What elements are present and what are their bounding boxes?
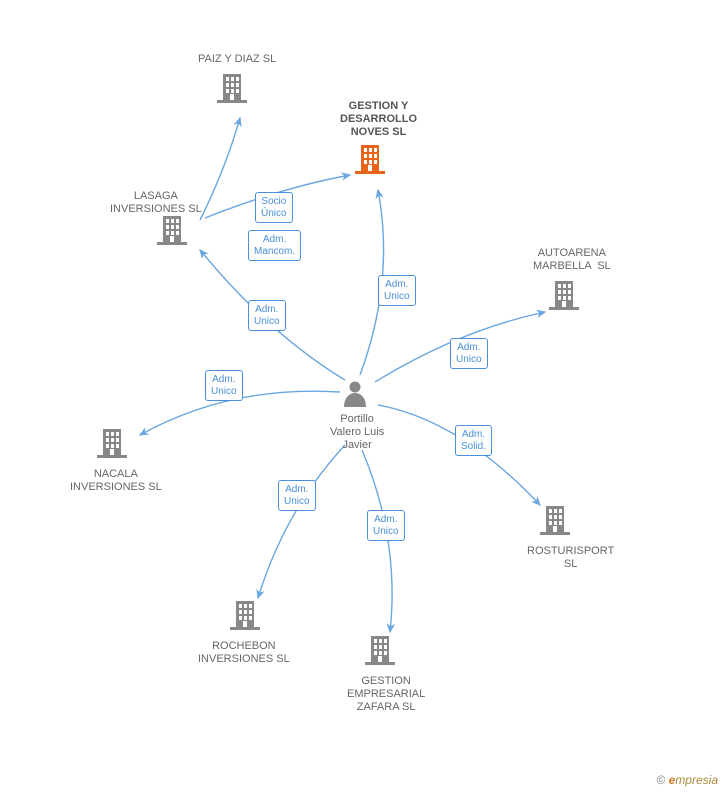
company-label: NACALA INVERSIONES SL [70,468,162,494]
edge-label: Adm. Unico [378,275,416,306]
company-label: AUTOARENA MARBELLA SL [533,247,611,273]
edge-label: Socio Único [255,192,293,223]
company-label: GESTION EMPRESARIAL ZAFARA SL [347,675,425,715]
edge-label: Adm. Solid. [455,425,492,456]
edge-label: Adm. Unico [367,510,405,541]
edge-label: Adm. Unico [248,300,286,331]
building-icon [97,429,127,458]
edge-label: Adm. Unico [450,338,488,369]
copyright-label: © empresia [656,773,718,787]
building-icon-highlight [355,145,385,174]
building-icon [549,281,579,310]
company-label: ROCHEBON INVERSIONES SL [198,640,290,666]
edge-path [362,450,392,632]
company-label: GESTION Y DESARROLLO NOVES SL [340,100,417,140]
company-label: LASAGA INVERSIONES SL [110,190,202,216]
company-label: ROSTURISPORT SL [527,545,614,571]
building-icon [230,601,260,630]
copyright-symbol: © [656,773,665,787]
building-icon [365,636,395,665]
edge-path [200,118,240,220]
building-icon [540,506,570,535]
edge-label: Adm. Unico [205,370,243,401]
brand-rest: mpresia [675,773,718,787]
person-icon [344,382,366,408]
edge-label: Adm. Mancom. [248,230,301,261]
edge-path [258,445,345,598]
building-icon [217,74,247,103]
edge-label: Adm. Unico [278,480,316,511]
building-icon [157,216,187,245]
company-label: PAIZ Y DIAZ SL [198,53,276,66]
person-label: Portillo Valero Luis Javier [330,413,384,453]
